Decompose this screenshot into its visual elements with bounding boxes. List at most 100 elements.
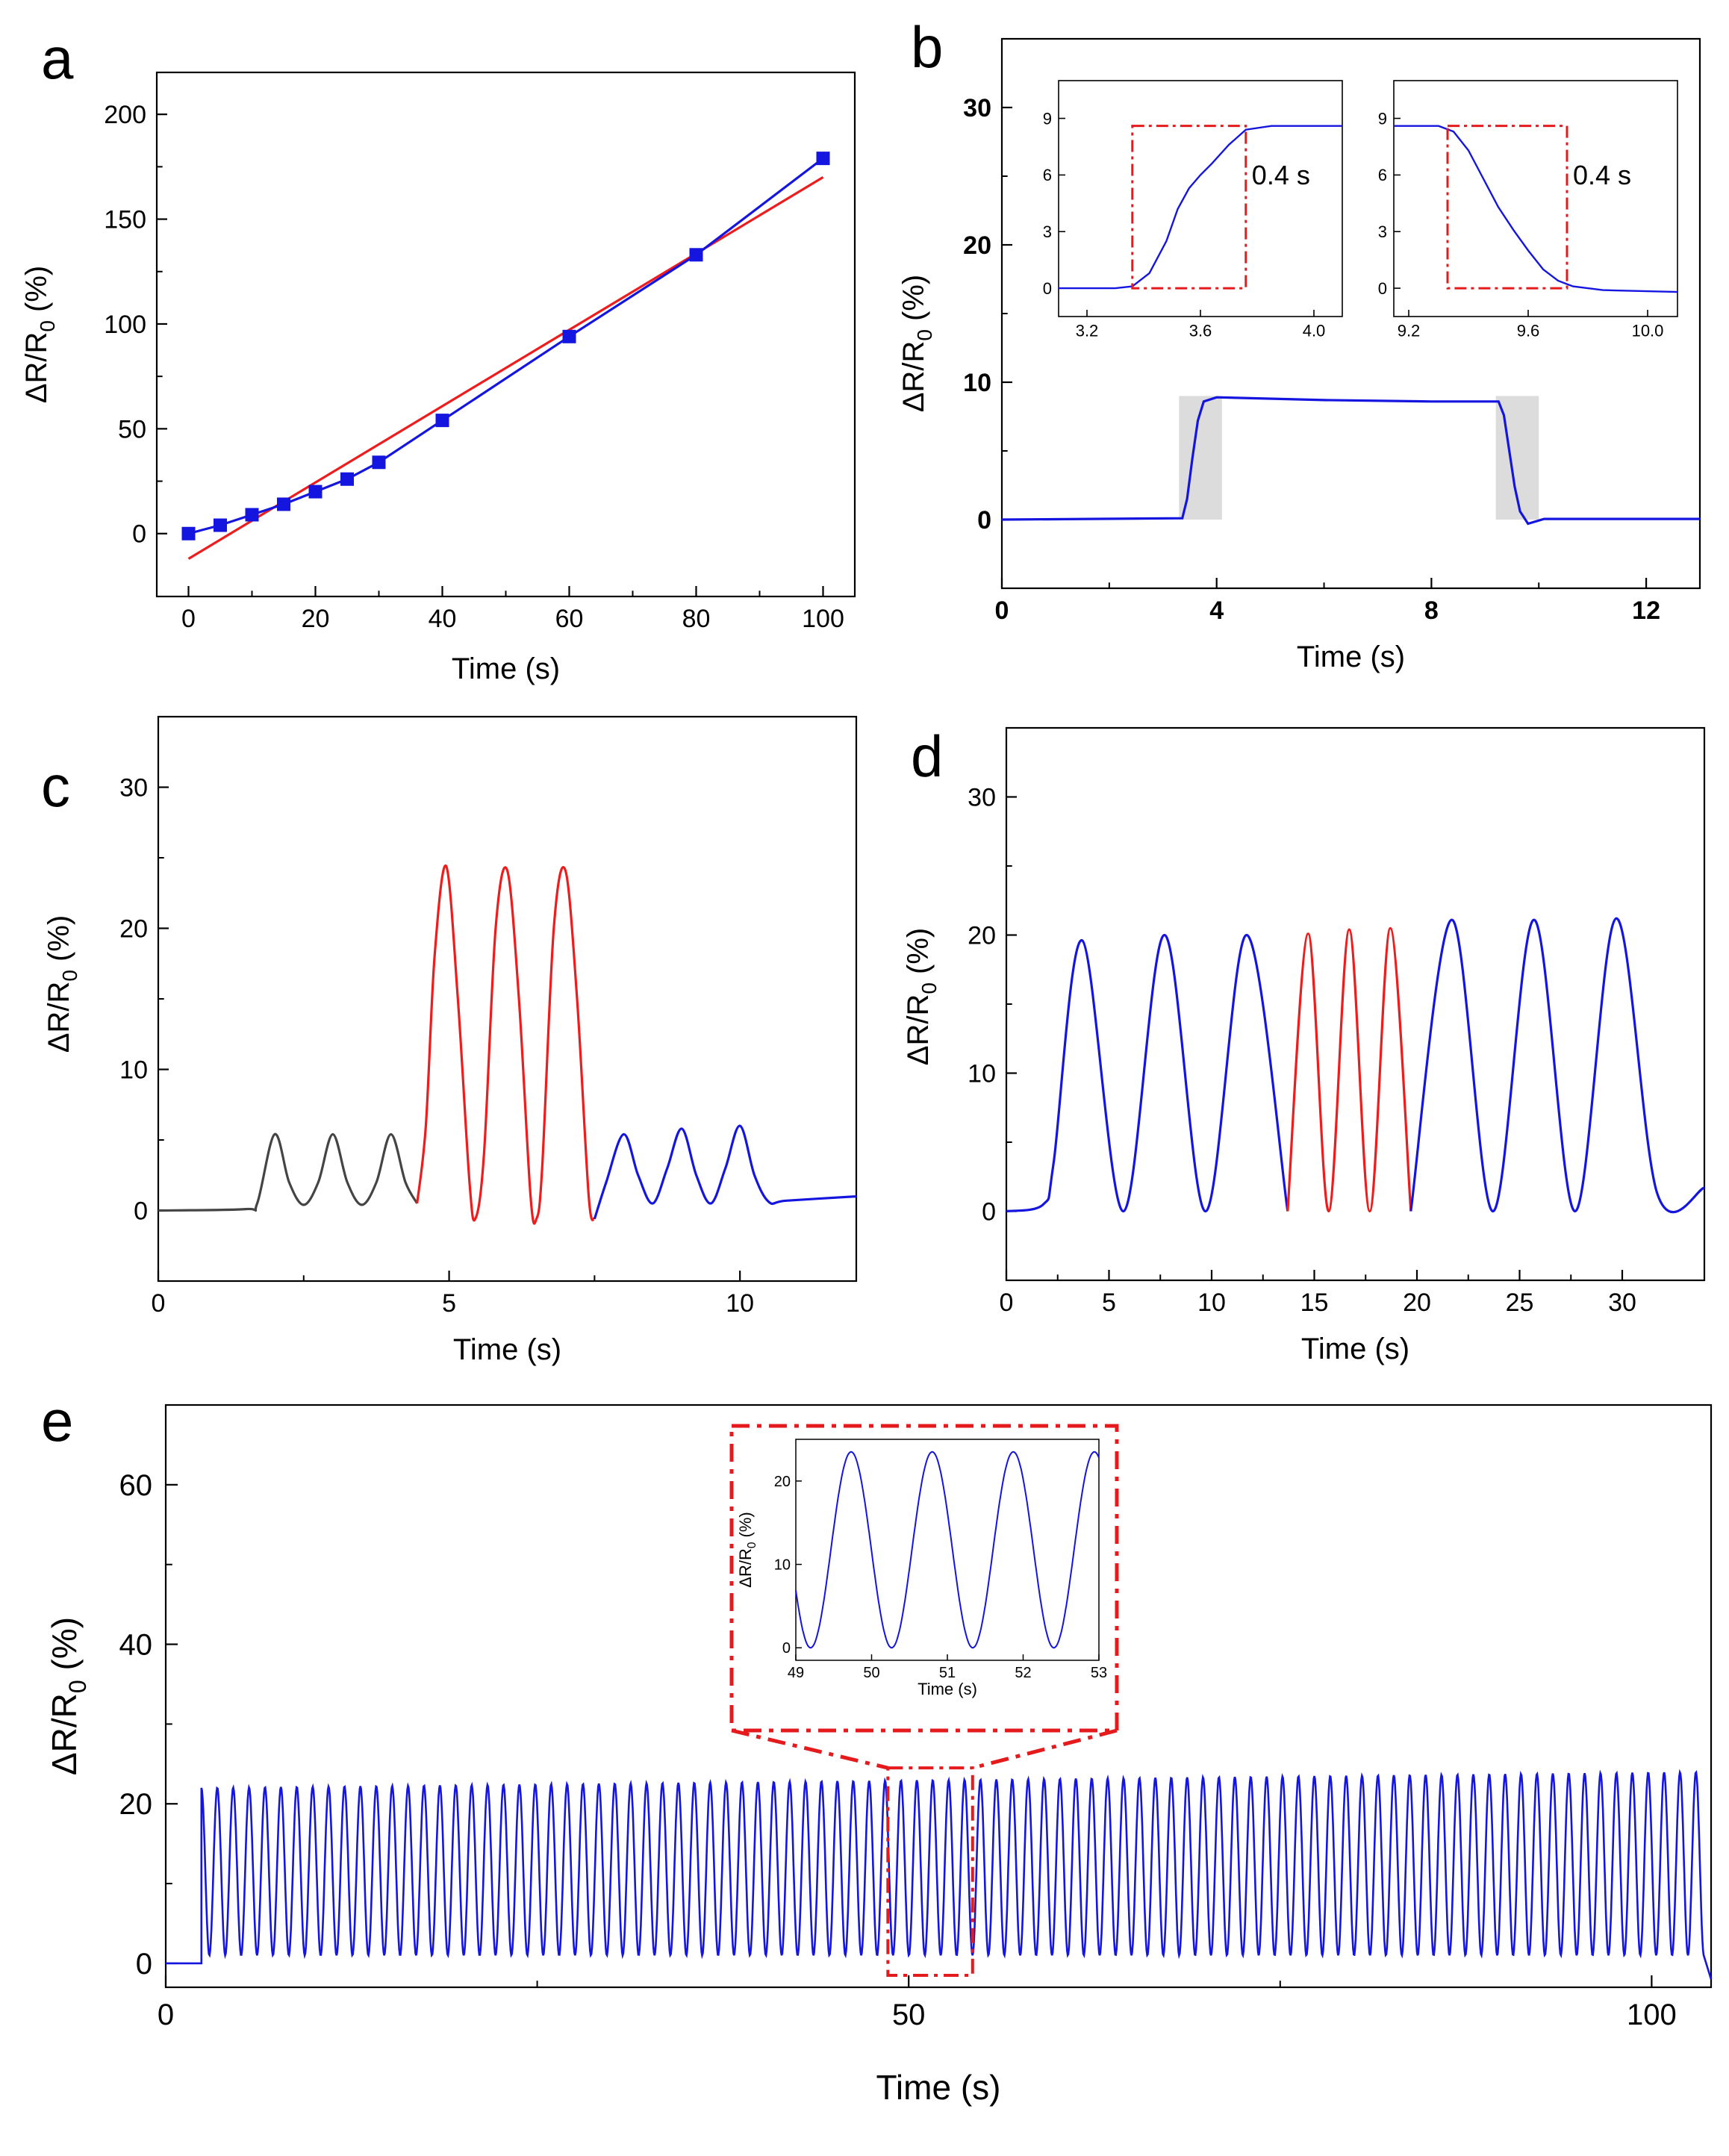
y-tick-label: 20 xyxy=(968,921,996,950)
panel-letter-c: c xyxy=(41,753,70,819)
y-tick-label: 3 xyxy=(1378,222,1387,241)
x-tick-label: 49 xyxy=(788,1665,804,1681)
y-tick-label: 0 xyxy=(134,1197,148,1225)
y-axis-label-main: ΔR/R xyxy=(43,982,75,1053)
x-tick-label: 9.6 xyxy=(1517,322,1540,340)
y-axis-label-subscript: 0 xyxy=(58,970,81,982)
y-tick-label: 0 xyxy=(1043,279,1052,298)
x-tick-label: 51 xyxy=(939,1665,956,1681)
x-tick-label: 15 xyxy=(1300,1289,1329,1317)
x-tick-label: 60 xyxy=(555,605,584,633)
y-tick-label: 0 xyxy=(977,506,991,535)
y-axis-label-subscript: 0 xyxy=(913,329,936,341)
y-tick-label: 10 xyxy=(963,369,991,397)
y-axis-label-main: ΔR/R xyxy=(897,341,930,413)
x-tick-label: 0 xyxy=(158,1998,174,2031)
signal-segment-gray xyxy=(158,1132,419,1212)
x-tick-label: 12 xyxy=(1632,596,1660,625)
y-axis-label: ΔR/R0 (%) xyxy=(45,1617,91,1775)
inset-background xyxy=(1059,81,1342,317)
y-axis-label-unit: (%) xyxy=(45,1617,84,1680)
x-tick-label: 52 xyxy=(1015,1665,1031,1681)
y-tick-label: 20 xyxy=(119,915,148,943)
y-axis-label-main: ΔR/R xyxy=(902,994,935,1066)
x-tick-label: 3.6 xyxy=(1189,322,1212,340)
y-axis-label-subscript: 0 xyxy=(36,320,59,332)
x-axis-label: Time (s) xyxy=(452,652,560,685)
y-axis-label: ΔR/R0 (%) xyxy=(736,1512,758,1587)
x-tick-label: 80 xyxy=(682,605,711,633)
y-axis-label: ΔR/R0 (%) xyxy=(43,915,81,1053)
x-tick-label: 0 xyxy=(995,596,1009,625)
y-axis-label-subscript: 0 xyxy=(918,982,941,994)
x-tick-label: 10.0 xyxy=(1632,322,1664,340)
data-point xyxy=(308,485,323,499)
y-tick-label: 6 xyxy=(1378,166,1387,184)
y-tick-label: 10 xyxy=(968,1059,996,1088)
x-axis-label: Time (s) xyxy=(453,1333,561,1366)
x-tick-label: 50 xyxy=(892,1998,926,2031)
x-tick-label: 0 xyxy=(181,605,196,633)
x-tick-label: 5 xyxy=(442,1289,456,1318)
y-axis-label-unit: (%) xyxy=(736,1512,755,1542)
inset-b2: 9.2 9.6 10.0 0 3 6 9 0.4 s xyxy=(1378,80,1678,340)
y-axis-label-subscript: 0 xyxy=(64,1680,91,1693)
response-curve xyxy=(1001,396,1700,526)
signal-segment-blue xyxy=(1409,917,1705,1214)
x-axis-label: Time (s) xyxy=(876,2068,1001,2107)
x-tick-label: 4.0 xyxy=(1303,322,1326,340)
x-tick-label: 53 xyxy=(1091,1665,1107,1681)
inset-curve xyxy=(1394,125,1678,293)
y-tick-label: 0 xyxy=(782,1640,791,1657)
signal-segment-red xyxy=(1286,926,1412,1213)
x-tick-label: 3.2 xyxy=(1076,322,1099,340)
response-time-box xyxy=(1446,125,1568,290)
x-tick-label: 30 xyxy=(1608,1289,1636,1317)
y-axis-label-main: ΔR/R xyxy=(45,1693,84,1775)
y-tick-label: 6 xyxy=(1043,166,1052,184)
data-point xyxy=(435,414,449,428)
x-tick-label: 50 xyxy=(863,1665,879,1681)
y-tick-label: 9 xyxy=(1043,109,1052,128)
data-point xyxy=(340,472,354,486)
x-tick-label: 4 xyxy=(1209,596,1224,625)
data-point xyxy=(214,518,227,532)
panel-letter-d: d xyxy=(911,723,943,789)
x-tick-label: 20 xyxy=(1403,1289,1431,1317)
x-tick-label: 40 xyxy=(429,605,457,633)
panel-letter-e: e xyxy=(41,1388,73,1454)
inset-background xyxy=(1394,81,1677,317)
y-tick-label: 0 xyxy=(136,1948,152,1981)
x-tick-label: 9.2 xyxy=(1398,322,1421,340)
y-axis-label-main: ΔR/R xyxy=(736,1548,755,1588)
y-tick-label: 30 xyxy=(968,783,996,811)
zoom-connector-left xyxy=(731,1728,888,1770)
y-tick-label: 40 xyxy=(119,1629,153,1662)
y-axis-label: ΔR/R0 (%) xyxy=(902,928,941,1066)
y-axis-label-unit: (%) xyxy=(897,275,930,329)
response-time-label: 0.4 s xyxy=(1252,160,1310,190)
y-axis-label-main: ΔR/R xyxy=(20,332,53,404)
y-tick-label: 10 xyxy=(119,1056,148,1084)
y-tick-label: 20 xyxy=(119,1788,153,1821)
y-tick-label: 150 xyxy=(104,205,146,234)
y-axis-label: ΔR/R0 (%) xyxy=(897,275,936,413)
data-point xyxy=(372,455,386,470)
cyclic-signal xyxy=(166,1769,1713,1980)
x-tick-label: 10 xyxy=(1197,1289,1226,1317)
x-tick-label: 5 xyxy=(1102,1289,1116,1317)
x-tick-label: 0 xyxy=(152,1289,166,1318)
plot-frame xyxy=(1393,80,1678,317)
x-axis-label: Time (s) xyxy=(1297,641,1405,673)
zoom-connector-right xyxy=(972,1728,1118,1770)
inset-signal xyxy=(795,1451,1100,1649)
response-time-box xyxy=(1131,125,1247,290)
x-tick-label: 100 xyxy=(1627,1998,1677,2031)
